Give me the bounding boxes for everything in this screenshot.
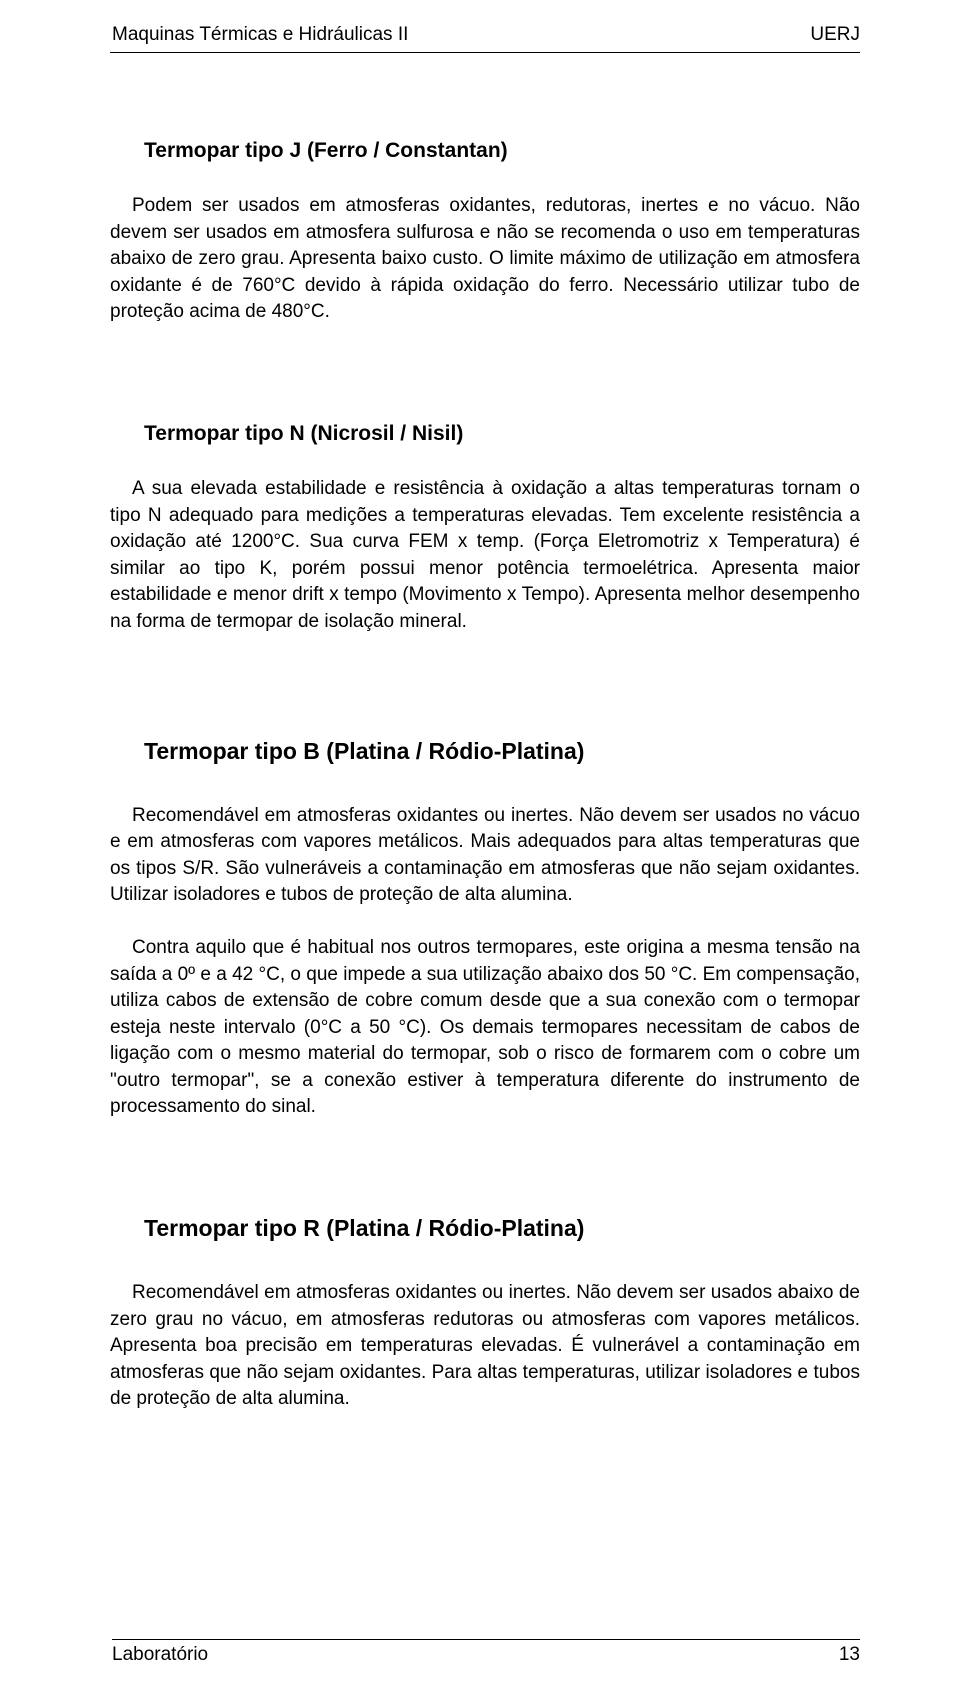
page-footer: Laboratório 13 bbox=[112, 1639, 860, 1666]
footer-rule bbox=[112, 1639, 860, 1640]
heading-termopar-b: Termopar tipo B (Platina / Ródio-Platina… bbox=[144, 738, 860, 765]
page-header: Maquinas Térmicas e Hidráulicas II UERJ bbox=[110, 24, 860, 46]
para-termopar-j-1: Podem ser usados em atmosferas oxidantes… bbox=[110, 193, 860, 326]
heading-termopar-j: Termopar tipo J (Ferro / Constantan) bbox=[144, 139, 860, 163]
footer-left: Laboratório bbox=[112, 1644, 208, 1666]
para-termopar-b-1: Recomendável em atmosferas oxidantes ou … bbox=[110, 803, 860, 909]
para-termopar-b-2: Contra aquilo que é habitual nos outros … bbox=[110, 935, 860, 1121]
header-left: Maquinas Térmicas e Hidráulicas II bbox=[112, 24, 408, 46]
header-rule bbox=[110, 52, 860, 53]
header-right: UERJ bbox=[810, 24, 860, 46]
heading-termopar-n: Termopar tipo N (Nicrosil / Nisil) bbox=[144, 422, 860, 446]
heading-termopar-r: Termopar tipo R (Platina / Ródio-Platina… bbox=[144, 1215, 860, 1242]
footer-page-number: 13 bbox=[839, 1644, 860, 1666]
para-termopar-n-1: A sua elevada estabilidade e resistência… bbox=[110, 476, 860, 636]
para-termopar-r-1: Recomendável em atmosferas oxidantes ou … bbox=[110, 1280, 860, 1413]
